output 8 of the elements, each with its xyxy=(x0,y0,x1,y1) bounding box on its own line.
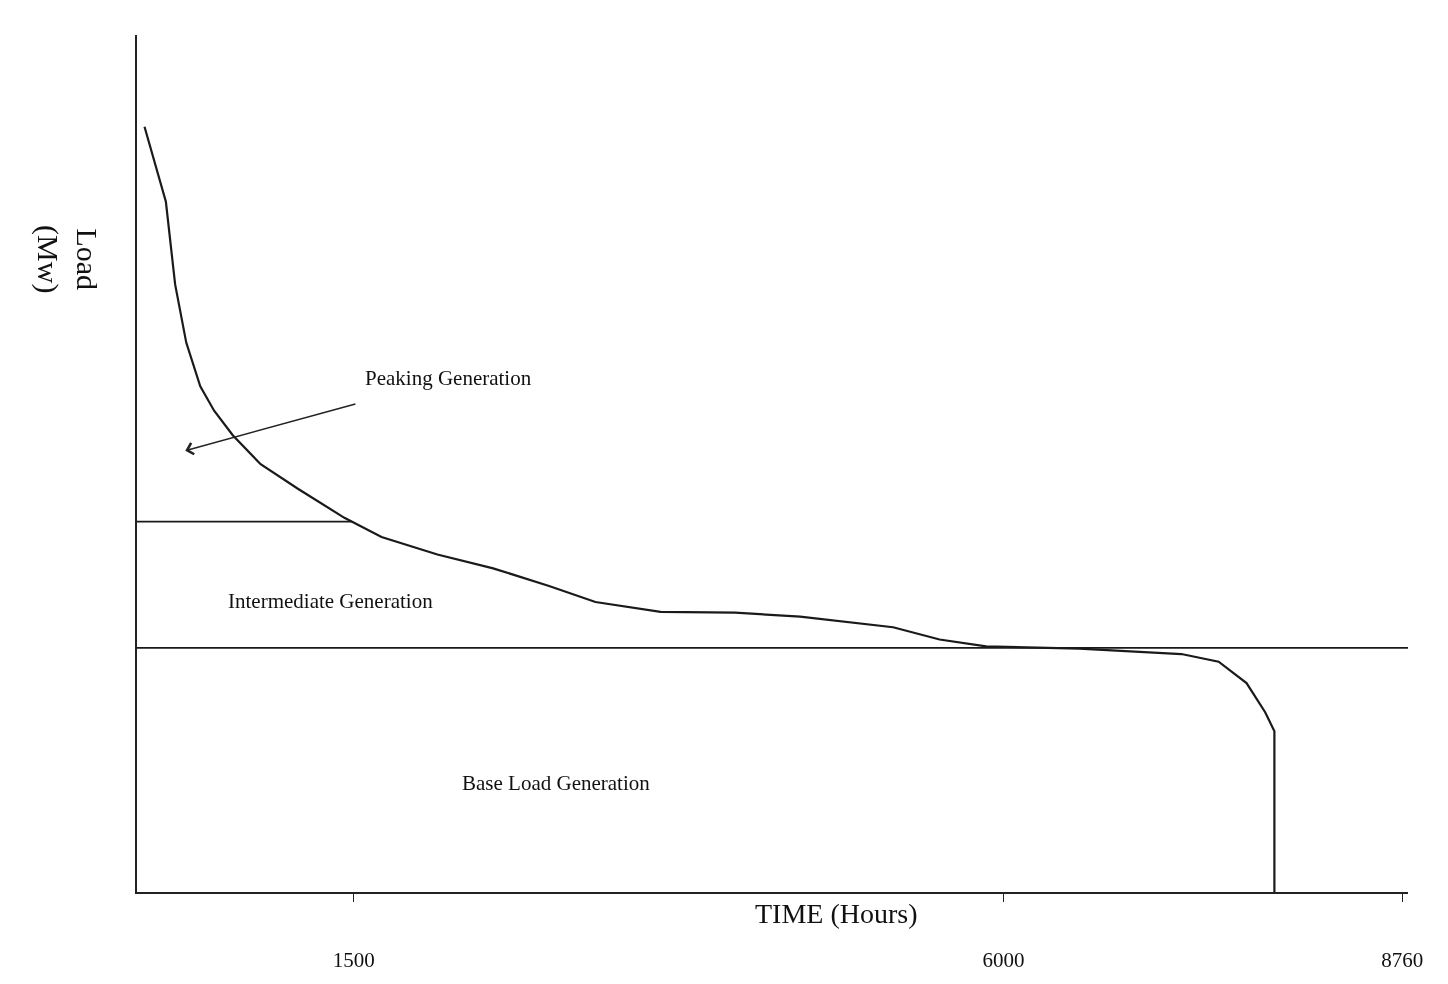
annotation: Peaking Generation xyxy=(365,366,532,390)
x-axis-title: TIME (Hours) xyxy=(755,898,918,929)
annotation: Base Load Generation xyxy=(462,771,651,795)
annotation: Intermediate Generation xyxy=(228,589,434,613)
y-axis-title: Load (Mw) xyxy=(31,225,105,294)
x-tick-label: 1500 xyxy=(332,948,375,973)
x-tick-label: 6000 xyxy=(982,948,1025,973)
x-tick-label: 8760 xyxy=(1381,948,1424,973)
